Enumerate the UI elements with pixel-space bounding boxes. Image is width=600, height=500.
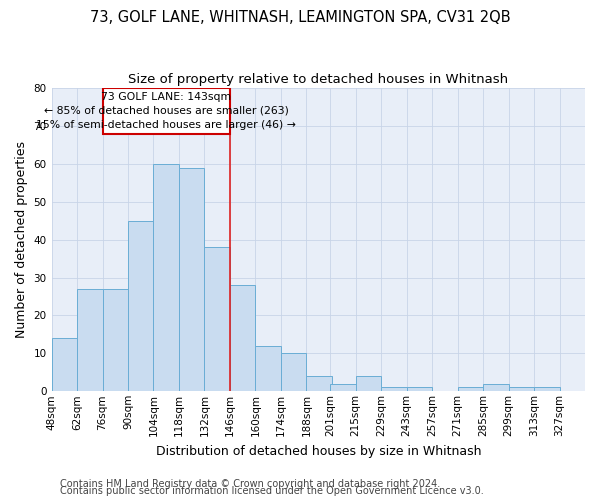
Bar bbox=[128, 220, 154, 392]
Text: Contains public sector information licensed under the Open Government Licence v3: Contains public sector information licen… bbox=[60, 486, 484, 496]
Bar bbox=[330, 384, 356, 392]
Y-axis label: Number of detached properties: Number of detached properties bbox=[15, 141, 28, 338]
Text: 73, GOLF LANE, WHITNASH, LEAMINGTON SPA, CV31 2QB: 73, GOLF LANE, WHITNASH, LEAMINGTON SPA,… bbox=[89, 10, 511, 25]
Bar bbox=[52, 338, 77, 392]
Bar bbox=[458, 388, 483, 392]
Bar bbox=[381, 388, 407, 392]
Bar bbox=[179, 168, 205, 392]
Bar bbox=[256, 346, 281, 392]
Bar bbox=[534, 388, 560, 392]
Bar bbox=[154, 164, 179, 392]
Title: Size of property relative to detached houses in Whitnash: Size of property relative to detached ho… bbox=[128, 72, 508, 86]
Bar bbox=[281, 354, 307, 392]
Bar bbox=[103, 88, 230, 134]
Bar bbox=[407, 388, 432, 392]
Bar bbox=[103, 289, 128, 392]
Text: 73 GOLF LANE: 143sqm
← 85% of detached houses are smaller (263)
15% of semi-deta: 73 GOLF LANE: 143sqm ← 85% of detached h… bbox=[37, 92, 296, 130]
X-axis label: Distribution of detached houses by size in Whitnash: Distribution of detached houses by size … bbox=[155, 444, 481, 458]
Bar bbox=[356, 376, 381, 392]
Bar bbox=[307, 376, 332, 392]
Bar bbox=[205, 247, 230, 392]
Bar bbox=[77, 289, 103, 392]
Text: Contains HM Land Registry data © Crown copyright and database right 2024.: Contains HM Land Registry data © Crown c… bbox=[60, 479, 440, 489]
Bar bbox=[230, 285, 256, 392]
Bar bbox=[509, 388, 534, 392]
Bar bbox=[483, 384, 509, 392]
